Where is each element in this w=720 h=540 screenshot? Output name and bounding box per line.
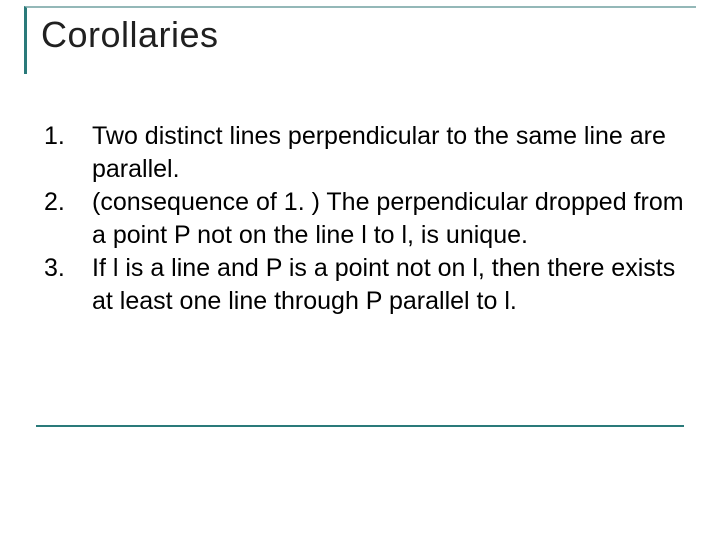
slide-title: Corollaries: [41, 14, 696, 56]
content-container: Two distinct lines perpendicular to the …: [44, 120, 684, 318]
corollary-list: Two distinct lines perpendicular to the …: [44, 120, 684, 318]
list-item: Two distinct lines perpendicular to the …: [44, 120, 684, 186]
list-item-text: Two distinct lines perpendicular to the …: [92, 122, 666, 183]
list-item-text: If l is a line and P is a point not on l…: [92, 254, 675, 315]
list-item: (consequence of 1. ) The perpendicular d…: [44, 186, 684, 252]
slide: Corollaries Two distinct lines perpendic…: [0, 0, 720, 540]
list-item: If l is a line and P is a point not on l…: [44, 252, 684, 318]
title-container: Corollaries: [24, 6, 696, 74]
bottom-rule: [36, 425, 684, 427]
list-item-text: (consequence of 1. ) The perpendicular d…: [92, 188, 684, 249]
